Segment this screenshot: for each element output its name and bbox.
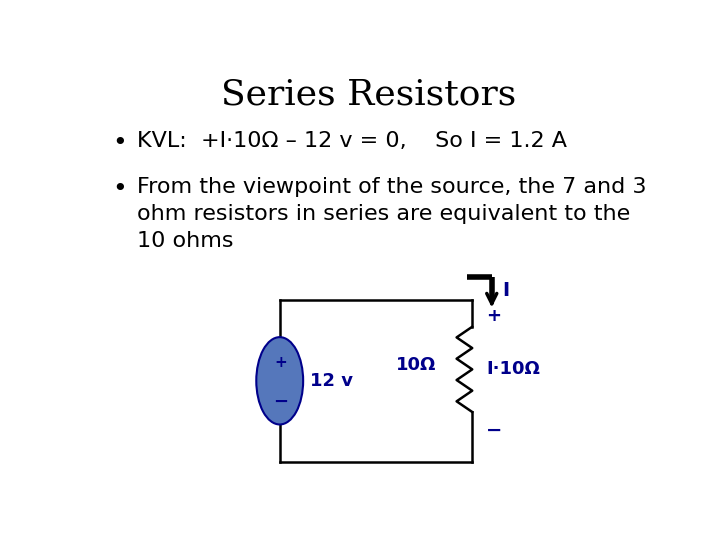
Text: Series Resistors: Series Resistors [221, 77, 517, 111]
Ellipse shape [256, 337, 303, 424]
Text: I·10Ω: I·10Ω [486, 360, 540, 379]
Text: KVL:  +I·10Ω – 12 v = 0,    So I = 1.2 A: KVL: +I·10Ω – 12 v = 0, So I = 1.2 A [138, 131, 567, 151]
Text: −: − [486, 421, 503, 440]
Text: −: − [274, 393, 289, 410]
Text: +: + [486, 307, 501, 326]
Text: From the viewpoint of the source, the 7 and 3
ohm resistors in series are equiva: From the viewpoint of the source, the 7 … [138, 177, 647, 252]
Text: I: I [502, 281, 509, 300]
Text: •: • [112, 177, 127, 201]
Text: 12 v: 12 v [310, 372, 354, 390]
Text: •: • [112, 131, 127, 156]
Text: +: + [274, 355, 287, 369]
Text: 10Ω: 10Ω [395, 356, 436, 374]
